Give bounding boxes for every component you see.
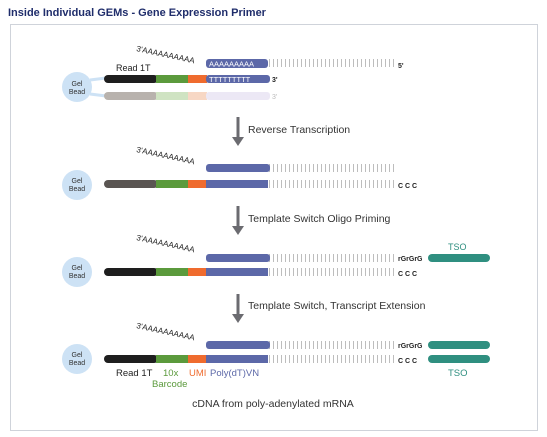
read1t-segment	[104, 355, 158, 363]
step-arrow-head	[232, 314, 244, 323]
gel-bead-label: Bead	[69, 186, 85, 193]
gel-bead	[62, 257, 92, 287]
read1t-segment-faded	[104, 92, 158, 100]
gel-bead	[62, 72, 92, 102]
mrna-strand	[268, 164, 394, 172]
step-arrow-head	[232, 226, 244, 235]
gel-bead-label: Gel	[72, 178, 83, 185]
umi-segment	[188, 75, 207, 83]
stage-3: 3'AAAAAAAAAA rGrGrG TSO Gel Bead C C C	[62, 233, 490, 287]
mrna-strand	[268, 59, 394, 67]
read1t-label-top: Read 1T	[116, 63, 151, 73]
tso-segment	[428, 341, 490, 349]
read1t-segment	[104, 75, 158, 83]
polydt-segment	[206, 75, 270, 83]
tso-label: TSO	[448, 368, 468, 379]
barcode-segment	[156, 355, 190, 363]
tso-segment	[428, 355, 490, 363]
barcode-label: Barcode	[152, 379, 187, 390]
ccc-label: C C C	[398, 358, 417, 365]
barcode-segment	[156, 75, 190, 83]
stage-2: 3'AAAAAAAAAA Gel Bead C C C	[62, 145, 417, 200]
mrna-polyA-segment	[206, 254, 270, 262]
mrna-strand	[268, 254, 394, 262]
mrna-polyA-label: AAAAAAAAA	[209, 60, 254, 69]
umi-label: UMI	[189, 368, 206, 379]
rgrgrg-label: rGrGrG	[398, 343, 423, 350]
polydt-segment	[206, 180, 270, 188]
mrna-polyA-segment	[206, 59, 268, 68]
ccc-label: C C C	[398, 271, 417, 278]
polyA-tail-label: 3'AAAAAAAAAA	[136, 145, 197, 166]
umi-segment	[188, 180, 207, 188]
gel-bead-label: Gel	[72, 265, 83, 272]
rgrgrg-label: rGrGrG	[398, 256, 423, 263]
mrna-strand	[268, 341, 394, 349]
barcode-segment	[156, 180, 190, 188]
gel-bead-label: Bead	[69, 89, 85, 96]
umi-segment-faded	[188, 92, 207, 100]
step-3: Template Switch, Transcript Extension	[232, 294, 426, 323]
ccc-label: C C C	[398, 183, 417, 190]
page-title: Inside Individual GEMs - Gene Expression…	[8, 7, 266, 19]
gel-bead	[62, 170, 92, 200]
umi-segment	[188, 268, 207, 276]
read1t-segment	[104, 180, 158, 188]
step-label: Reverse Transcription	[248, 124, 350, 136]
step-label: Template Switch, Transcript Extension	[248, 300, 426, 312]
step-arrow-head	[232, 137, 244, 146]
diagram-caption: cDNA from poly-adenylated mRNA	[192, 398, 354, 410]
bead-linker	[89, 92, 107, 98]
gel-bead-label: Bead	[69, 360, 85, 367]
umi-segment	[188, 355, 207, 363]
barcode-label: 10x	[163, 368, 179, 379]
mrna-polyA-segment	[206, 341, 270, 349]
primer-3prime-label: 3'	[272, 77, 278, 84]
polyA-tail-label: 3'AAAAAAAAAA	[136, 321, 197, 342]
gel-bead-label: Bead	[69, 273, 85, 280]
step-2: Template Switch Oligo Priming	[232, 206, 391, 235]
polydt-label: Poly(dT)VN	[210, 368, 259, 379]
cdna-strand	[268, 180, 394, 188]
stage-4: 3'AAAAAAAAAA rGrGrG Gel Bead C C C Read …	[62, 321, 490, 390]
polydt-segment	[206, 355, 270, 363]
polydt-segment-faded	[206, 92, 270, 100]
barcode-segment	[156, 268, 190, 276]
gel-bead-label: Gel	[72, 81, 83, 88]
cdna-strand	[268, 268, 394, 276]
polydt-segment	[206, 268, 270, 276]
cdna-strand	[268, 355, 394, 363]
primer-3prime-label-faded: 3'	[272, 94, 277, 101]
tso-label-top: TSO	[448, 242, 467, 252]
step-1: Reverse Transcription	[232, 117, 350, 146]
read1t-segment	[104, 268, 158, 276]
gel-bead	[62, 344, 92, 374]
polyT-label: TTTTTTTTT	[209, 75, 251, 84]
stage-1: 3'AAAAAAAAAA AAAAAAAAA 5' Read 1T Gel Be…	[62, 44, 404, 102]
tso-segment	[428, 254, 490, 262]
diagram-panel	[10, 24, 538, 431]
gel-bead-label: Gel	[72, 352, 83, 359]
polyA-tail-label: 3'AAAAAAAAAA	[136, 233, 197, 254]
step-label: Template Switch Oligo Priming	[248, 213, 391, 225]
read1t-label: Read 1T	[116, 368, 153, 379]
mrna-polyA-segment	[206, 164, 270, 172]
bead-linker	[89, 76, 107, 82]
barcode-segment-faded	[156, 92, 190, 100]
mrna-5prime-label: 5'	[398, 63, 404, 70]
